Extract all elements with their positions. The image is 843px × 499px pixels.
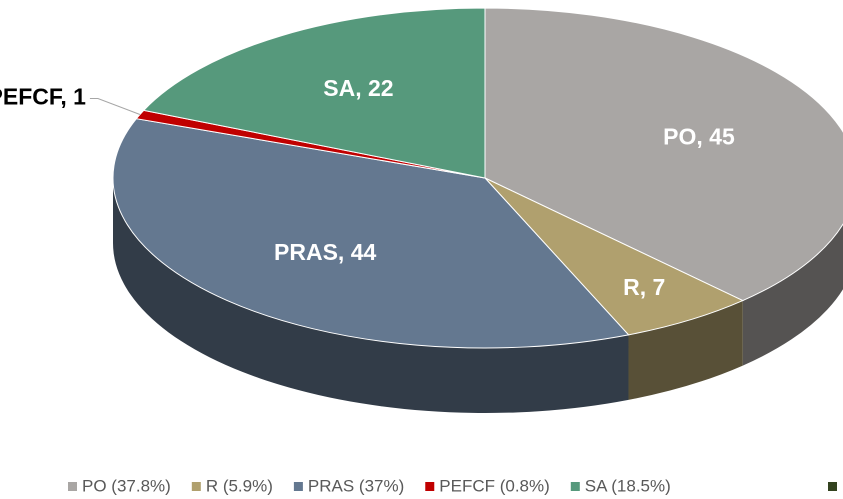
data-label: PEFCF, 1: [0, 84, 86, 110]
legend-marker: [68, 482, 77, 491]
legend-label: PRAS (37%): [308, 476, 404, 495]
legend-label: R (5.9%): [206, 476, 273, 495]
legend-label: PO (37.8%): [82, 476, 171, 495]
data-label: SA, 22: [323, 75, 393, 101]
slice: [484, 7, 843, 302]
legend-marker: [570, 482, 580, 491]
legend-marker: [293, 482, 303, 491]
legend-label: SA (18.5%): [585, 476, 671, 495]
slice: [142, 7, 486, 179]
side-walls: [113, 178, 843, 414]
legend-marker: [828, 482, 837, 491]
data-label: PRAS, 44: [274, 239, 376, 265]
data-label: R, 7: [623, 274, 665, 300]
data-label: PO, 45: [663, 124, 735, 150]
legend-marker: [191, 482, 201, 491]
slice: [112, 118, 630, 349]
leader-line: [89, 98, 141, 115]
slice-side: [113, 178, 629, 414]
slice: [484, 177, 744, 336]
slice-side: [742, 224, 843, 366]
legend-label: PEFCF (0.8%): [439, 476, 550, 495]
slice-side: [628, 300, 743, 400]
legend-marker: [425, 482, 435, 491]
